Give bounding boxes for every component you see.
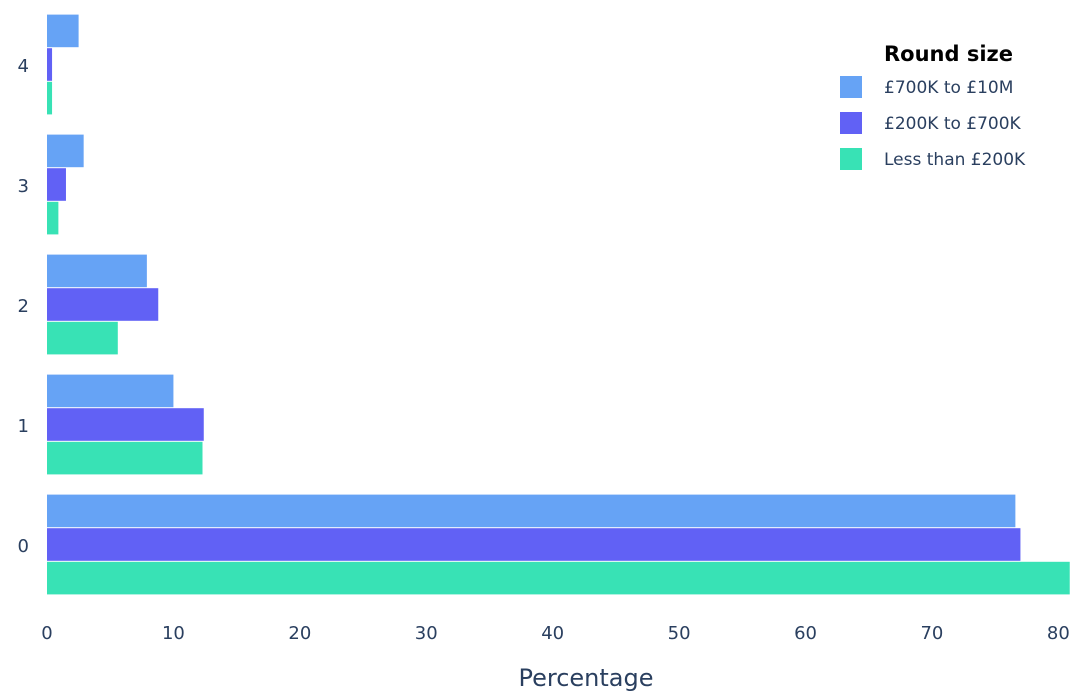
x-axis-title: Percentage [518, 664, 653, 692]
x-tick-label: 50 [668, 623, 691, 644]
bar-cat0-series2 [47, 528, 1021, 561]
x-tick-label: 30 [415, 623, 438, 644]
bar-cat3-series1 [47, 134, 84, 168]
legend-swatch [840, 76, 862, 98]
x-tick-label: 20 [288, 623, 311, 644]
bar-cat0-series1 [47, 494, 1016, 528]
bar-cat2-series2 [47, 288, 159, 321]
x-tick-label: 10 [162, 623, 185, 644]
x-tick-label: 70 [920, 623, 943, 644]
x-axis-tick-labels: 0 10 20 30 40 50 60 70 80 [41, 623, 1070, 644]
legend-items: £700K to £10M £200K to £700K Less than £20… [840, 76, 1026, 170]
legend-swatch [840, 148, 862, 170]
bar-cat0-series3 [47, 561, 1070, 595]
y-tick-label: 2 [18, 296, 29, 317]
y-tick-label: 0 [18, 536, 29, 557]
x-tick-label: 80 [1047, 623, 1070, 644]
bar-cat3-series2 [47, 168, 66, 201]
legend-swatch [840, 112, 862, 134]
legend-item-3[interactable]: Less than £200K [840, 148, 1026, 170]
legend-title: Round size [884, 42, 1013, 66]
y-axis-tick-labels: 0 1 2 3 4 [18, 56, 29, 557]
bar-cat2-series3 [47, 321, 118, 355]
y-tick-label: 1 [18, 416, 29, 437]
bar-cat4-series2 [47, 48, 53, 81]
legend-item-1[interactable]: £700K to £10M [840, 76, 1013, 98]
x-tick-label: 40 [541, 623, 564, 644]
legend-label: £200K to £700K [884, 114, 1022, 134]
legend-label: £700K to £10M [884, 78, 1013, 98]
bar-cat4-series1 [47, 14, 79, 48]
legend[interactable]: Round size £700K to £10M £200K to £700K Le… [840, 42, 1026, 170]
bars-layer [47, 14, 1070, 595]
y-tick-label: 3 [18, 176, 29, 197]
x-tick-label: 0 [41, 623, 52, 644]
legend-label: Less than £200K [884, 150, 1026, 170]
bar-cat1-series1 [47, 374, 174, 408]
bar-cat4-series3 [47, 81, 53, 115]
y-tick-label: 4 [18, 56, 29, 77]
bar-cat2-series1 [47, 254, 147, 288]
bar-cat1-series3 [47, 441, 203, 475]
bar-cat3-series3 [47, 201, 59, 235]
bar-cat1-series2 [47, 408, 204, 441]
x-tick-label: 60 [794, 623, 817, 644]
legend-item-2[interactable]: £200K to £700K [840, 112, 1022, 134]
